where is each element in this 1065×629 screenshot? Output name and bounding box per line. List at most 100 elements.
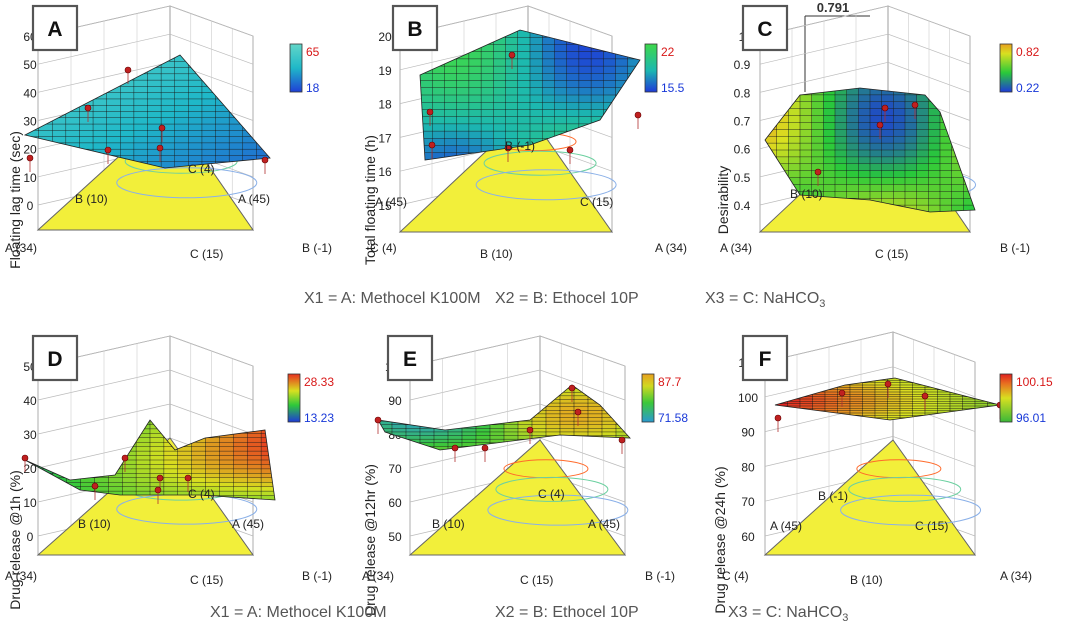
surface-cell <box>219 477 235 483</box>
surface-cell <box>205 464 221 470</box>
surface-cell <box>904 142 918 151</box>
surface-cell <box>201 148 217 157</box>
surface-cell <box>601 399 617 404</box>
surface-cell <box>233 473 248 479</box>
surface-cell <box>799 135 813 144</box>
surface-cell <box>541 44 556 53</box>
surface-cell <box>188 111 203 119</box>
surface-cell <box>787 410 801 414</box>
surface-cell <box>163 464 179 470</box>
surface-cell <box>433 417 449 422</box>
surface-cell <box>106 117 122 125</box>
surface-cell <box>79 155 94 163</box>
surface-cell <box>242 161 258 168</box>
surface-cell <box>92 136 108 144</box>
surface-cell <box>846 129 860 137</box>
surface-cell <box>256 111 270 119</box>
surface-cell <box>531 399 547 404</box>
surface-cell <box>461 391 477 397</box>
contour-line <box>483 150 597 176</box>
surface-cell <box>858 191 871 199</box>
surface-cell <box>468 30 482 38</box>
surface-cell <box>846 149 860 158</box>
surface-cell <box>65 123 81 132</box>
surface-cell <box>949 412 964 417</box>
surface-cell <box>444 30 458 38</box>
surface-cell <box>191 473 207 479</box>
surface-cell <box>149 441 165 448</box>
surface-cell <box>461 406 477 412</box>
surface-cell <box>242 79 258 88</box>
z-axis-title: Total floating time (h) <box>362 135 378 265</box>
surface-cell <box>493 101 507 111</box>
surface-cell <box>904 135 918 144</box>
surface-cell <box>65 148 81 157</box>
surface-cell <box>963 204 975 212</box>
surface-cell <box>121 424 137 430</box>
surface-cell <box>177 459 193 466</box>
surface-cell <box>246 446 262 452</box>
surface-cell <box>974 382 989 386</box>
design-point <box>156 474 164 482</box>
surface-cell <box>405 399 421 404</box>
surface-cell <box>627 123 640 132</box>
design-point <box>84 104 92 112</box>
corner-label: A (34) <box>362 569 394 583</box>
surface-cell <box>475 395 491 401</box>
surface-cell <box>79 73 94 81</box>
caption-x1-bottom: X1 = A: Methocel K100M <box>210 604 387 621</box>
surface-cell <box>38 98 53 106</box>
surface-cell <box>517 65 531 75</box>
surface-cell <box>108 424 123 430</box>
color-legend: 0.82 0.22 <box>999 43 1040 95</box>
surface-cell <box>468 36 482 46</box>
surface-cell <box>503 406 519 412</box>
surface-cell <box>456 44 470 53</box>
surface-cell <box>174 79 190 88</box>
surface-cell <box>505 80 519 89</box>
z-tick-label: 20 <box>23 143 37 157</box>
surface-cell <box>846 101 860 110</box>
surface-cell <box>431 73 446 82</box>
surface-cell <box>963 163 975 172</box>
surface-cell <box>615 145 629 154</box>
surface-cell <box>219 424 235 430</box>
surface-cell <box>38 55 53 63</box>
surface-cell <box>603 36 617 46</box>
surface-cell <box>566 51 580 60</box>
surface-cell <box>94 459 110 466</box>
surface-cell <box>246 433 262 439</box>
surface-cell <box>939 184 953 193</box>
surface-cell <box>468 116 482 125</box>
surface-cell <box>51 161 67 168</box>
surface-cell <box>480 109 495 118</box>
surface-cell <box>775 394 789 398</box>
surface-cell <box>799 177 813 186</box>
surface-cell <box>233 424 248 430</box>
surface-cell <box>846 156 860 165</box>
surface-cell <box>776 191 790 199</box>
surface-cell <box>787 412 801 417</box>
surface-cell <box>545 385 561 390</box>
surface-cell <box>205 420 221 426</box>
design-point <box>911 101 919 109</box>
surface-cell <box>405 413 421 419</box>
surface-cell <box>106 67 122 75</box>
surface-cell <box>503 385 519 390</box>
surface-cell <box>92 86 108 94</box>
surface-cell <box>188 136 203 144</box>
surface-cell <box>205 477 221 483</box>
surface-cell <box>480 87 495 96</box>
surface-cell <box>824 382 839 386</box>
surface-cell <box>776 122 790 131</box>
surface-cell <box>505 101 519 111</box>
surface-cell <box>233 459 248 466</box>
surface-cell <box>529 58 543 67</box>
surface-cell <box>219 428 235 435</box>
surface-cell <box>858 129 871 137</box>
surface-cell <box>52 424 68 430</box>
surface-cell <box>590 138 605 147</box>
surface-cell <box>811 101 825 110</box>
surface-cell <box>447 395 463 401</box>
surface-cell <box>79 136 94 144</box>
